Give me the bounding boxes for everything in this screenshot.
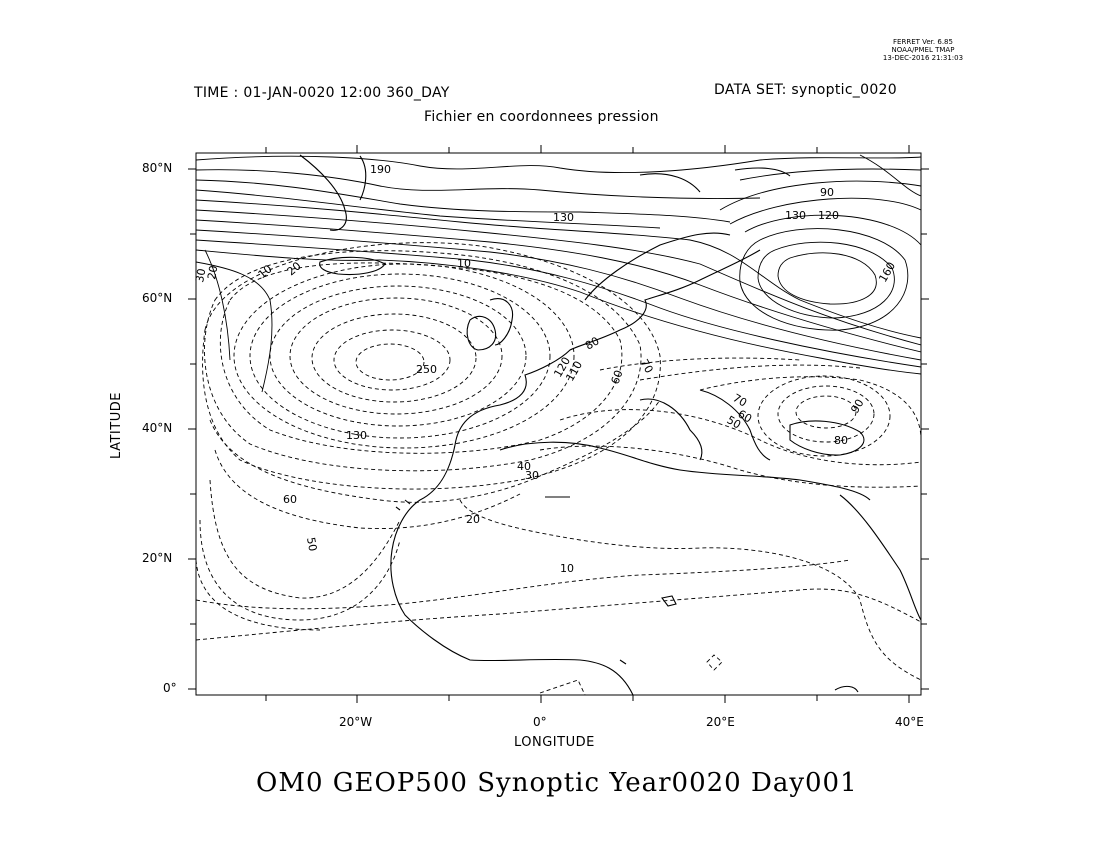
lat-tick-80n: 80°N	[142, 161, 173, 175]
contour-label-70: 70	[637, 357, 655, 376]
contour-label-60-south: 60	[283, 493, 297, 506]
lon-tick-20e: 20°E	[706, 715, 735, 729]
contour-label-10-south: 10	[560, 562, 574, 575]
contour-label-10-north: 10	[457, 257, 471, 270]
lon-tick-40e: 40°E	[895, 715, 924, 729]
ferret-version: FERRET Ver. 6.85	[893, 38, 953, 46]
contour-label-190: 190	[370, 163, 391, 176]
lat-tick-0: 0°	[163, 681, 177, 695]
dataset-label: DATA SET: synoptic_0020	[714, 82, 897, 98]
contour-label-50-south: 50	[304, 536, 319, 552]
lat-tick-60n: 60°N	[142, 291, 173, 305]
lon-tick-0: 0°	[533, 715, 547, 729]
lat-tick-40n: 40°N	[142, 421, 173, 435]
contour-label-120: 120	[818, 209, 839, 222]
lat-tick-20n: 20°N	[142, 551, 173, 565]
plot-frame	[195, 152, 922, 696]
contour-label-40: 40	[517, 460, 531, 473]
dashed-contours	[196, 242, 921, 695]
contour-label-30-west: 30	[193, 267, 208, 283]
ferret-org: NOAA/PMEL TMAP	[891, 46, 955, 54]
coastlines	[299, 154, 921, 695]
solid-contours	[196, 154, 921, 393]
lon-tick-20w: 20°W	[339, 715, 373, 729]
contour-label-10-west: 10	[256, 262, 275, 281]
contour-label-130-east: 130	[785, 209, 806, 222]
x-axis-label: LONGITUDE	[514, 735, 595, 750]
contour-label-20-west: 20	[205, 264, 220, 280]
contour-label-80-east: 80	[834, 434, 848, 447]
contour-label-90-east: 90	[848, 397, 866, 416]
subtitle: Fichier en coordonnees pression	[424, 109, 659, 125]
ferret-date: 13-DEC-2016 21:31:03	[882, 54, 964, 62]
contour-label-50-east: 50	[725, 413, 744, 431]
contour-label-20-mid: 20	[285, 259, 304, 278]
contour-label-60-east: 60	[736, 407, 755, 425]
ferret-stamp: FERRET Ver. 6.85 NOAA/PMEL TMAP 13-DEC-2…	[868, 38, 978, 62]
contour-label-70-east: 70	[731, 391, 750, 409]
contour-label-80: 80	[583, 334, 602, 352]
axis-ticks	[188, 145, 929, 703]
contour-label-20-south: 20	[466, 513, 480, 526]
contour-label-130-south: 130	[346, 429, 367, 442]
contour-label-90: 90	[820, 186, 834, 199]
plot-title: OM0 GEOP500 Synoptic Year0020 Day001	[256, 768, 858, 798]
contour-label-30: 30	[525, 469, 539, 482]
time-label: TIME : 01-JAN-0020 12:00 360_DAY	[194, 85, 450, 101]
contour-label-130-north: 130	[553, 211, 574, 224]
contour-label-250: 250	[416, 363, 437, 376]
contour-label-160: 160	[876, 260, 898, 285]
contour-label-60: 60	[609, 368, 626, 386]
contour-labels: 190 130 90 130 120 160 30 20 10 20 10 25…	[193, 163, 898, 575]
